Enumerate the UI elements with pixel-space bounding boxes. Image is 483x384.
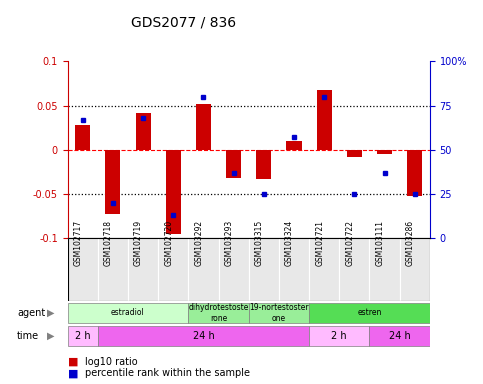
Text: GSM102717: GSM102717 — [74, 220, 83, 266]
Bar — [309, 238, 339, 301]
Bar — [347, 150, 362, 157]
Bar — [309, 326, 369, 346]
Bar — [309, 303, 430, 323]
Text: estren: estren — [357, 308, 382, 318]
Text: dihydrotestoste
rone: dihydrotestoste rone — [188, 303, 249, 323]
Text: log10 ratio: log10 ratio — [85, 357, 137, 367]
Bar — [339, 238, 369, 301]
Text: 2 h: 2 h — [75, 331, 90, 341]
Text: agent: agent — [17, 308, 45, 318]
Text: 24 h: 24 h — [193, 331, 214, 341]
Bar — [219, 238, 249, 301]
Text: GSM103315: GSM103315 — [255, 220, 264, 266]
Bar — [317, 90, 332, 150]
Text: GSM102720: GSM102720 — [164, 220, 173, 266]
Bar — [226, 150, 241, 178]
Bar — [188, 303, 249, 323]
Bar — [400, 238, 430, 301]
Text: 2 h: 2 h — [331, 331, 347, 341]
Bar — [68, 238, 98, 301]
Bar — [369, 238, 400, 301]
Text: ▶: ▶ — [47, 331, 55, 341]
Text: GSM102718: GSM102718 — [104, 220, 113, 266]
Bar — [249, 238, 279, 301]
Bar — [166, 150, 181, 233]
Bar — [196, 104, 211, 150]
Text: GSM103324: GSM103324 — [285, 220, 294, 266]
Bar — [68, 326, 98, 346]
Bar — [286, 141, 301, 150]
Bar — [75, 125, 90, 150]
Text: GSM103292: GSM103292 — [195, 220, 203, 266]
Text: GDS2077 / 836: GDS2077 / 836 — [131, 15, 236, 29]
Bar — [279, 238, 309, 301]
Bar — [249, 303, 309, 323]
Text: ■: ■ — [68, 357, 78, 367]
Text: 19-nortestoster
one: 19-nortestoster one — [249, 303, 309, 323]
Text: GSM103293: GSM103293 — [225, 220, 234, 266]
Bar — [128, 238, 158, 301]
Bar — [256, 150, 271, 179]
Text: time: time — [17, 331, 39, 341]
Bar — [136, 113, 151, 150]
Bar — [105, 150, 120, 214]
Bar — [188, 238, 219, 301]
Text: percentile rank within the sample: percentile rank within the sample — [85, 368, 250, 378]
Text: GSM102722: GSM102722 — [345, 220, 355, 266]
Text: ▶: ▶ — [47, 308, 55, 318]
Bar — [377, 150, 392, 154]
Bar — [407, 150, 422, 196]
Bar — [158, 238, 188, 301]
Text: estradiol: estradiol — [111, 308, 145, 318]
Text: ■: ■ — [68, 368, 78, 378]
Text: GSM103111: GSM103111 — [376, 220, 384, 266]
Text: GSM102721: GSM102721 — [315, 220, 324, 266]
Text: GSM102719: GSM102719 — [134, 220, 143, 266]
Bar — [98, 326, 309, 346]
Bar — [68, 303, 188, 323]
Text: GSM103286: GSM103286 — [406, 220, 415, 266]
Text: 24 h: 24 h — [389, 331, 411, 341]
Bar — [98, 238, 128, 301]
Bar — [369, 326, 430, 346]
